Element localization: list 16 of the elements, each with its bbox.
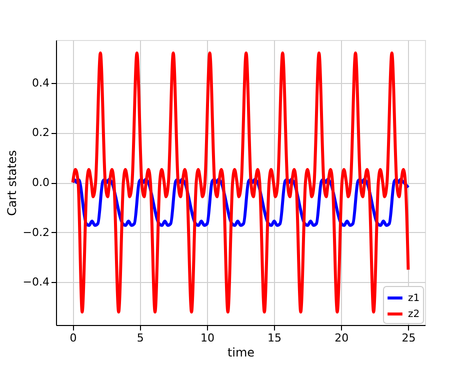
- y-tick-label: −0.4: [22, 276, 50, 289]
- legend-label: z1: [408, 293, 420, 304]
- legend-label: z2: [408, 309, 420, 320]
- y-tick-label: 0.0: [32, 176, 50, 189]
- y-axis-title: Cart states: [4, 150, 19, 216]
- y-tick-label: −0.2: [22, 226, 50, 239]
- x-tick-label: 20: [334, 332, 349, 344]
- x-axis-title: time: [227, 346, 255, 360]
- line-series: [71, 51, 410, 314]
- x-tick-label: 0: [70, 332, 77, 344]
- y-tick-label: 0.4: [32, 76, 50, 90]
- y-tick-label: 0.2: [32, 126, 50, 140]
- x-tick-label: 15: [268, 332, 282, 344]
- x-tick-label: 5: [136, 332, 144, 344]
- x-tick-label: 25: [402, 332, 416, 344]
- x-tick-label: 10: [200, 332, 214, 344]
